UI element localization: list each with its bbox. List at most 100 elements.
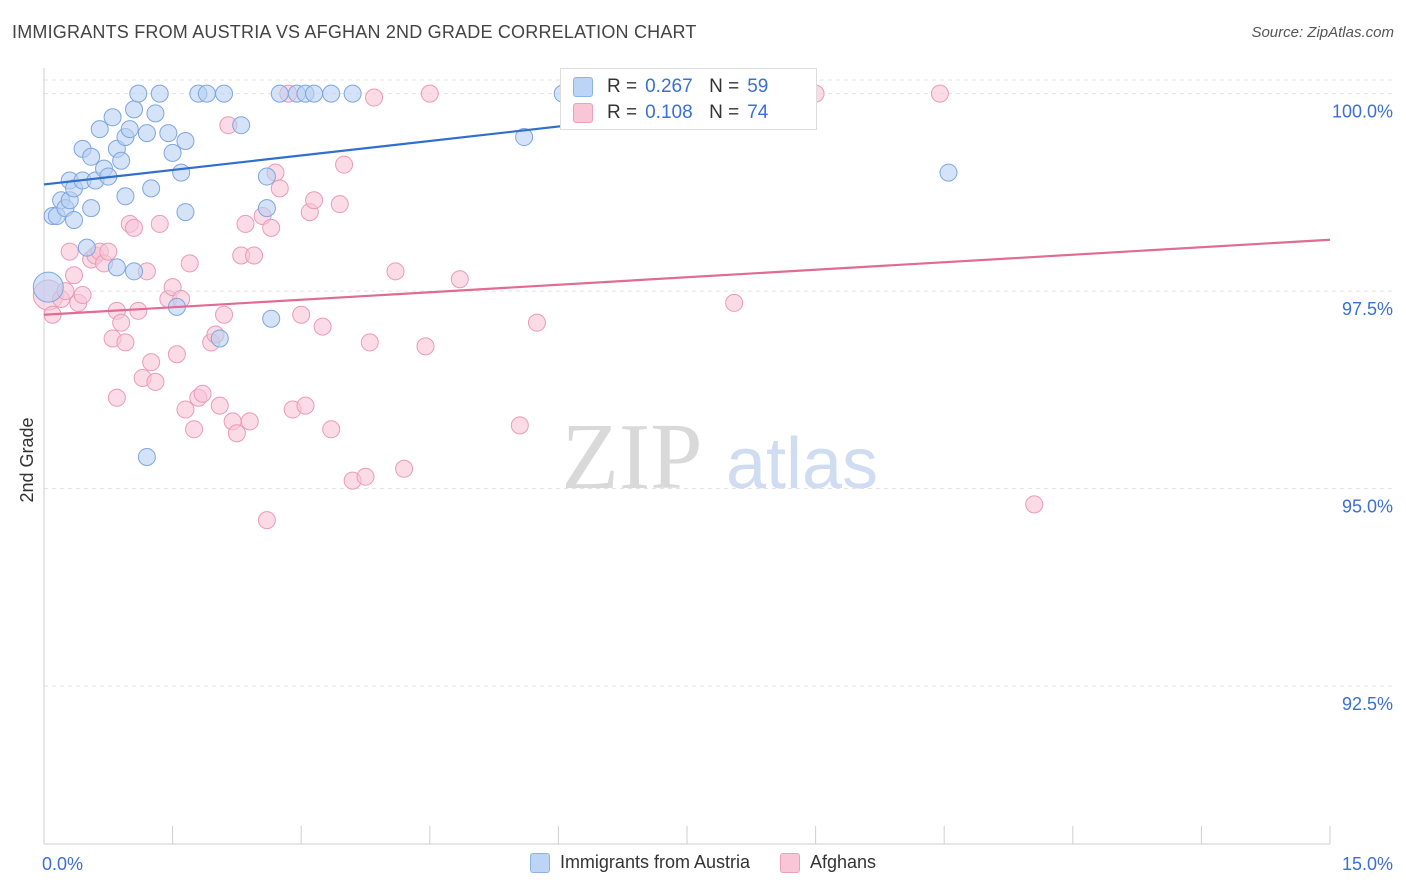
- afghans-swatch: [573, 103, 593, 123]
- afghans-point: [305, 191, 324, 210]
- watermark-zip: ZIP: [562, 405, 703, 509]
- n-label: N =: [709, 102, 740, 123]
- afghans-point: [365, 88, 384, 107]
- austria-point: [159, 124, 178, 143]
- y-tick-label: 100.0%: [1332, 102, 1393, 122]
- afghans-point: [356, 467, 375, 486]
- austria-point: [103, 108, 122, 127]
- watermark: ZIP atlas: [562, 405, 879, 509]
- source-label: Source: ZipAtlas.com: [1251, 24, 1394, 41]
- austria-point: [129, 84, 148, 103]
- afghans-point: [395, 459, 414, 478]
- austria-point: [163, 143, 182, 162]
- afghans-point: [420, 84, 439, 103]
- legend-swatch-afghans: [779, 852, 800, 873]
- afghans-point: [292, 305, 311, 324]
- afghans-point: [296, 396, 315, 415]
- afghans-point: [313, 317, 332, 336]
- austria-point: [125, 262, 144, 281]
- austria-point: [112, 151, 131, 170]
- afghans-point: [330, 195, 349, 214]
- austria-point: [262, 309, 281, 328]
- afghans-point: [257, 511, 276, 530]
- afghans-point: [527, 313, 546, 332]
- austria-point: [120, 120, 139, 139]
- tick-labels: 92.5% 95.0% 97.5% 100.0% 0.0% 15.0%: [42, 102, 1393, 874]
- afghans-point: [129, 301, 148, 320]
- austria-point: [257, 199, 276, 218]
- y-axis-label: 2nd Grade: [17, 417, 37, 502]
- afghans-point: [240, 412, 259, 431]
- afghans-trend-line: [43, 238, 1331, 316]
- afghans-point: [99, 242, 118, 261]
- austria-point: [137, 447, 156, 466]
- austria-point: [65, 210, 84, 229]
- afghans-point: [180, 254, 199, 273]
- afghans-r-value: 0.108: [645, 102, 693, 123]
- austria-point: [172, 163, 191, 182]
- austria-point: [125, 100, 144, 119]
- austria-point: [197, 84, 216, 103]
- r-label: R =: [607, 102, 638, 123]
- stats-row-austria: R = 0.267 N = 59: [573, 75, 768, 99]
- axes: [43, 68, 1331, 845]
- austria-point: [77, 238, 96, 257]
- chart-title: IMMIGRANTS FROM AUSTRIA VS AFGHAN 2ND GR…: [12, 22, 697, 42]
- austria-point: [322, 84, 341, 103]
- x-tick-label-max: 15.0%: [1342, 854, 1393, 874]
- afghans-point: [416, 337, 435, 356]
- stats-legend: R = 0.267 N = 59 R = 0.108 N = 74: [560, 68, 817, 130]
- austria-point: [82, 199, 101, 218]
- afghans-point: [60, 242, 79, 261]
- afghans-point: [150, 214, 169, 233]
- afghans-point: [322, 420, 341, 439]
- afghans-point: [930, 84, 949, 103]
- afghans-point: [270, 179, 289, 198]
- austria-point: [270, 84, 289, 103]
- legend-label-austria: Immigrants from Austria: [559, 852, 750, 872]
- afghans-point: [245, 246, 264, 265]
- grid-lines: [44, 79, 1395, 687]
- legend-label-afghans: Afghans: [809, 852, 877, 872]
- austria-point: [150, 84, 169, 103]
- afghans-point: [450, 270, 469, 289]
- austria-point: [232, 116, 251, 135]
- austria-point: [116, 187, 135, 206]
- afghans-point: [236, 214, 255, 233]
- austria-point: [305, 84, 324, 103]
- afghans-point: [386, 262, 405, 281]
- watermark-atlas: atlas: [726, 424, 878, 504]
- afghans-point: [227, 424, 246, 443]
- afghans-point: [142, 353, 161, 372]
- afghans-point: [510, 416, 529, 435]
- afghans-point: [112, 313, 131, 332]
- afghans-point: [185, 420, 204, 439]
- r-label: R =: [607, 76, 638, 97]
- austria-point: [137, 124, 156, 143]
- austria-point: [515, 128, 534, 147]
- austria-n-value: 59: [747, 76, 769, 97]
- afghans-point: [335, 155, 354, 174]
- austria-r-value: 0.267: [645, 76, 693, 97]
- afghans-n-value: 74: [747, 102, 769, 123]
- austria-point: [90, 120, 109, 139]
- afghans-point: [125, 218, 144, 237]
- austria-point: [210, 329, 229, 348]
- afghans-point: [1025, 495, 1044, 514]
- afghans-point: [65, 266, 84, 285]
- afghans-point: [360, 333, 379, 352]
- chart-legend: Immigrants from Austria Afghans: [0, 852, 1406, 873]
- legend-item-afghans[interactable]: Afghans: [779, 852, 877, 873]
- stats-row-afghans: R = 0.108 N = 74: [573, 101, 768, 125]
- legend-item-austria[interactable]: Immigrants from Austria: [529, 852, 750, 873]
- austria-point: [343, 84, 362, 103]
- austria-point: [176, 131, 195, 150]
- afghans-point: [167, 345, 186, 364]
- austria-point: [82, 147, 101, 166]
- afghans-point: [146, 372, 165, 391]
- austria-point: [215, 84, 234, 103]
- austria-point: [257, 167, 276, 186]
- austria-point: [176, 203, 195, 222]
- x-tick-label-min: 0.0%: [42, 854, 83, 874]
